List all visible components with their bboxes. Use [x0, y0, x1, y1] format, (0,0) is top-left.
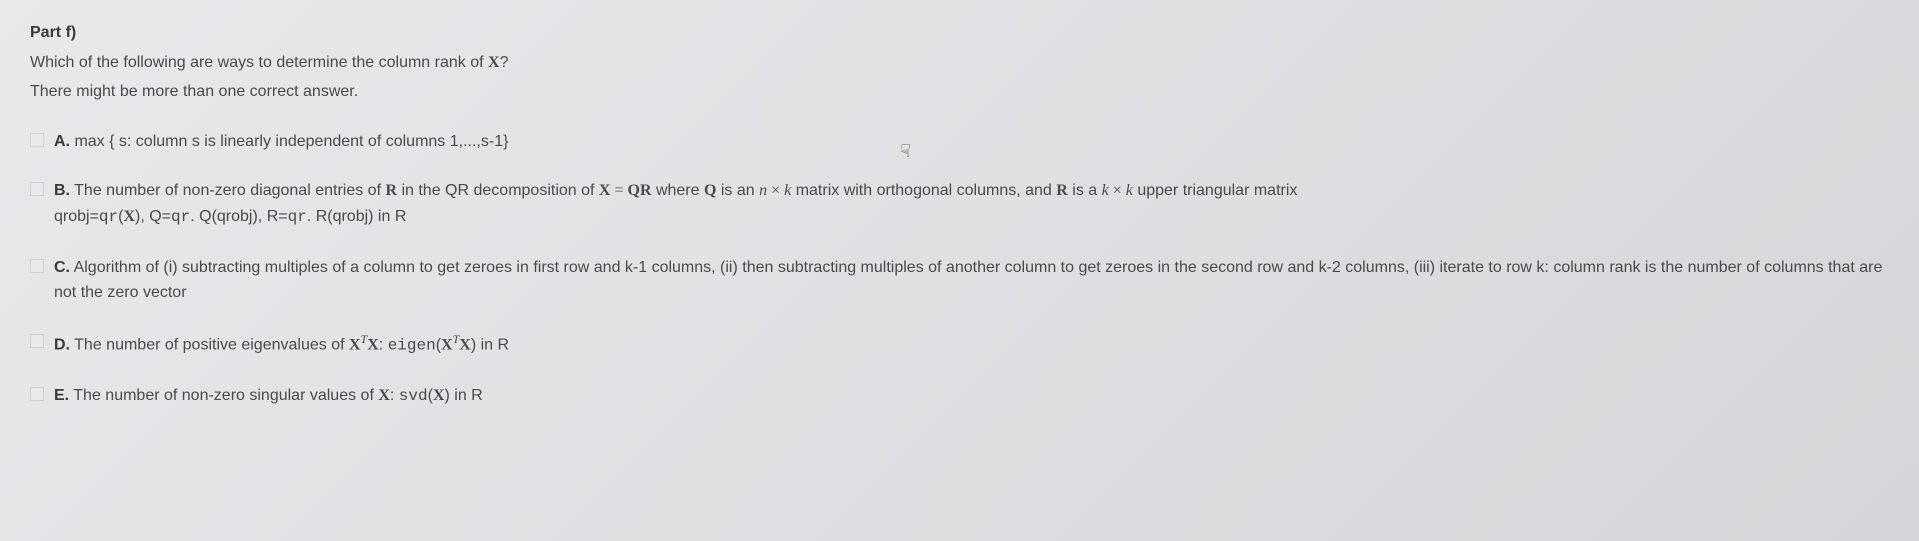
option-e: E. The number of non-zero singular value… — [30, 383, 1889, 410]
b-code2: qr — [171, 208, 190, 226]
e-X: X — [378, 387, 390, 404]
b-X2: X — [123, 208, 135, 225]
b-code1: qr — [99, 208, 118, 226]
option-b: B. The number of non-zero diagonal entri… — [30, 178, 1889, 230]
question-suffix: ? — [500, 54, 509, 71]
cursor-icon: ☟ — [900, 137, 911, 166]
d-code: eigen — [388, 336, 436, 354]
checkbox-c[interactable] — [30, 259, 44, 273]
b-times1: × — [767, 182, 784, 199]
option-d-letter: D. — [54, 336, 70, 353]
option-c: C. Algorithm of (i) subtracting multiple… — [30, 255, 1889, 306]
option-a: A. max { s: column s is linearly indepen… — [30, 129, 1889, 155]
question-var: X — [488, 54, 500, 71]
d-t4: ) in R — [471, 336, 509, 353]
b-QR: QR — [628, 182, 652, 199]
b-l2-m2: ), Q= — [135, 208, 171, 225]
d-X3: X — [441, 336, 453, 353]
b-l2-m4: . R(qrobj) in R — [307, 208, 407, 225]
e-t2: : — [390, 387, 399, 404]
b-code3: qr — [288, 208, 307, 226]
e-t4: ) in R — [445, 387, 483, 404]
question-container: Part f) Which of the following are ways … — [30, 20, 1889, 409]
b-t5: matrix with orthogonal columns, and — [791, 182, 1056, 199]
d-t1: The number of positive eigenvalues of — [70, 336, 349, 353]
question-prefix: Which of the following are ways to deter… — [30, 54, 488, 71]
checkbox-b[interactable] — [30, 182, 44, 196]
option-c-letter: C. — [54, 259, 70, 276]
option-e-letter: E. — [54, 387, 69, 404]
e-code: svd — [399, 387, 428, 405]
b-eq: = — [610, 182, 627, 199]
instruction-text: There might be more than one correct ans… — [30, 79, 1889, 105]
b-R1: R — [385, 182, 397, 199]
option-e-text: E. The number of non-zero singular value… — [54, 383, 1889, 410]
b-k2: k — [1126, 182, 1133, 199]
option-c-text: C. Algorithm of (i) subtracting multiple… — [54, 255, 1889, 306]
b-t7: upper triangular matrix — [1133, 182, 1298, 199]
d-X2: X — [367, 336, 379, 353]
option-b-text: B. The number of non-zero diagonal entri… — [54, 178, 1889, 230]
d-t2: : — [379, 336, 388, 353]
b-R2: R — [1056, 182, 1068, 199]
b-X: X — [599, 182, 611, 199]
option-c-content: Algorithm of (i) subtracting multiples o… — [54, 259, 1882, 302]
option-b-letter: B. — [54, 182, 70, 199]
option-a-content: max { s: column s is linearly independen… — [70, 133, 508, 150]
d-X4: X — [459, 336, 471, 353]
part-label: Part f) — [30, 20, 1889, 46]
b-times2: × — [1109, 182, 1126, 199]
b-n: n — [759, 182, 767, 199]
checkbox-e[interactable] — [30, 387, 44, 401]
d-X: X — [349, 336, 361, 353]
checkbox-d[interactable] — [30, 334, 44, 348]
e-t1: The number of non-zero singular values o… — [69, 387, 378, 404]
b-l2-pre: qrobj= — [54, 208, 99, 225]
b-t1: The number of non-zero diagonal entries … — [70, 182, 385, 199]
option-d: D. The number of positive eigenvalues of… — [30, 330, 1889, 359]
b-k1: k — [1102, 182, 1109, 199]
option-d-text: D. The number of positive eigenvalues of… — [54, 330, 1889, 359]
b-l2-m3: . Q(qrobj), R= — [190, 208, 287, 225]
option-a-text: A. max { s: column s is linearly indepen… — [54, 129, 1889, 155]
e-X2: X — [433, 387, 445, 404]
question-text: Which of the following are ways to deter… — [30, 50, 1889, 76]
b-t3: where — [652, 182, 704, 199]
option-a-letter: A. — [54, 133, 70, 150]
b-t6: is a — [1068, 182, 1102, 199]
b-t4: is an — [716, 182, 759, 199]
checkbox-a[interactable] — [30, 133, 44, 147]
b-t2: in the QR decomposition of — [397, 182, 599, 199]
b-Q: Q — [704, 182, 716, 199]
